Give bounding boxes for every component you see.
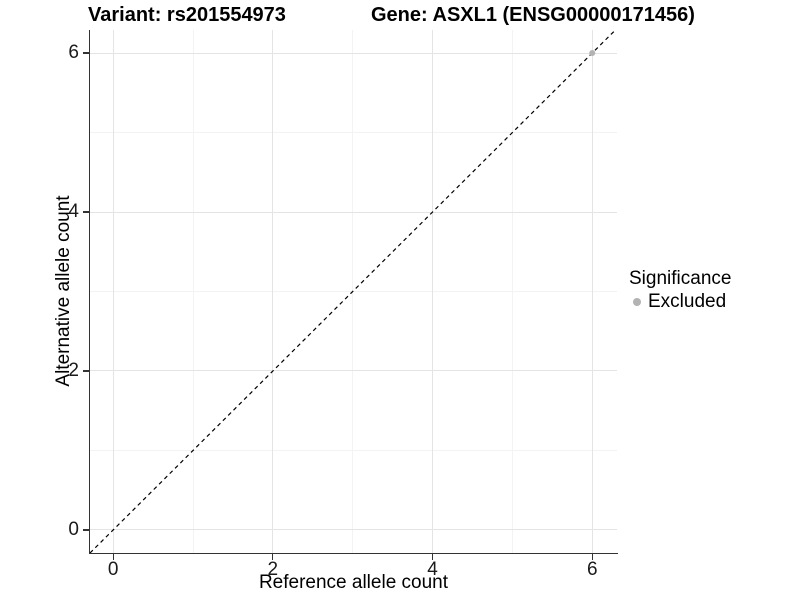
y-major-gridline — [90, 370, 617, 372]
x-major-gridline — [112, 30, 114, 553]
y-minor-gridline — [90, 449, 617, 451]
legend-item-excluded: Excluded — [629, 291, 731, 313]
y-tick-label: 6 — [68, 42, 79, 64]
data-point — [589, 50, 596, 57]
x-tick-mark — [591, 554, 593, 560]
x-axis-title: Reference allele count — [258, 572, 449, 593]
x-tick-mark — [431, 554, 434, 560]
plot-overlay — [90, 30, 616, 553]
legend-title: Significance — [629, 268, 732, 289]
x-tick-label: 0 — [107, 559, 119, 580]
plot-title-gene: Gene: ASXL1 (ENSG00000171456) — [371, 4, 695, 26]
legend: Significance Excluded — [629, 268, 731, 313]
y-tick-label: 0 — [68, 518, 79, 540]
identity-line — [90, 30, 616, 553]
y-major-gridline — [90, 52, 617, 54]
plot-panel — [90, 30, 617, 553]
y-tick-label: 2 — [68, 359, 79, 381]
x-tick-mark — [272, 554, 274, 560]
y-major-gridline — [90, 211, 617, 213]
y-axis-line — [88, 30, 90, 555]
legend-item-label: Excluded — [648, 291, 727, 312]
x-major-gridline — [591, 30, 593, 553]
x-major-gridline — [272, 30, 274, 553]
y-axis-title: Alternative allele count — [53, 195, 74, 387]
y-tick-mark — [83, 211, 89, 213]
y-tick-mark — [83, 52, 89, 54]
legend-point-icon — [633, 298, 641, 306]
x-tick-mark — [112, 554, 114, 560]
y-tick-mark — [83, 370, 89, 372]
x-major-gridline — [432, 30, 434, 553]
y-tick-label: 4 — [68, 201, 79, 223]
x-axis-line — [88, 553, 618, 555]
plot-title-variant: Variant: rs201554973 — [88, 4, 286, 26]
y-major-gridline — [90, 529, 617, 531]
x-tick-label: 6 — [586, 559, 598, 580]
x-tick-label: 4 — [427, 559, 438, 580]
y-minor-gridline — [90, 132, 617, 134]
y-tick-mark — [83, 529, 89, 531]
x-tick-label: 2 — [267, 559, 279, 580]
